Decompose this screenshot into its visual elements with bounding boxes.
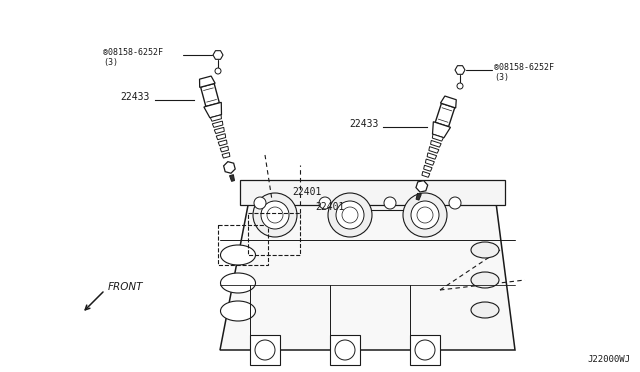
Polygon shape — [200, 76, 215, 87]
Ellipse shape — [221, 301, 255, 321]
Text: 22433: 22433 — [349, 119, 378, 129]
Polygon shape — [424, 165, 432, 171]
Text: ®08158-6252F
(3): ®08158-6252F (3) — [103, 48, 163, 67]
Polygon shape — [422, 171, 430, 177]
Polygon shape — [222, 153, 230, 158]
Circle shape — [342, 207, 358, 223]
Circle shape — [319, 197, 331, 209]
Polygon shape — [220, 146, 228, 152]
Polygon shape — [427, 153, 436, 159]
Polygon shape — [435, 103, 455, 127]
Ellipse shape — [471, 242, 499, 258]
Polygon shape — [213, 51, 223, 59]
Ellipse shape — [471, 272, 499, 288]
Circle shape — [328, 193, 372, 237]
Polygon shape — [455, 66, 465, 74]
Polygon shape — [214, 127, 224, 134]
Circle shape — [411, 201, 439, 229]
Text: FRONT: FRONT — [108, 282, 143, 292]
Circle shape — [449, 197, 461, 209]
Circle shape — [384, 197, 396, 209]
Polygon shape — [201, 84, 220, 106]
Bar — [410, 335, 440, 365]
Polygon shape — [223, 162, 236, 173]
Bar — [240, 180, 505, 205]
Polygon shape — [433, 122, 451, 138]
Text: 22401: 22401 — [315, 202, 344, 212]
Circle shape — [254, 197, 266, 209]
Circle shape — [253, 193, 297, 237]
Polygon shape — [432, 134, 444, 141]
Polygon shape — [416, 193, 421, 200]
Polygon shape — [220, 195, 515, 350]
Polygon shape — [416, 181, 428, 192]
Ellipse shape — [221, 273, 255, 293]
Bar — [218, 225, 268, 265]
Bar — [330, 335, 360, 365]
Circle shape — [457, 83, 463, 89]
Polygon shape — [431, 141, 441, 147]
Text: J22000WJ: J22000WJ — [587, 355, 630, 364]
Polygon shape — [429, 147, 439, 153]
Circle shape — [261, 201, 289, 229]
Circle shape — [335, 340, 355, 360]
Text: ®08158-6252F
(3): ®08158-6252F (3) — [494, 63, 554, 83]
Circle shape — [215, 68, 221, 74]
Circle shape — [415, 340, 435, 360]
Circle shape — [417, 207, 433, 223]
Polygon shape — [211, 115, 221, 121]
Ellipse shape — [221, 245, 255, 265]
Text: 22433: 22433 — [120, 92, 149, 102]
Circle shape — [336, 201, 364, 229]
Polygon shape — [212, 121, 223, 127]
Polygon shape — [440, 96, 456, 108]
Circle shape — [403, 193, 447, 237]
Polygon shape — [216, 134, 226, 140]
Text: 22401: 22401 — [292, 187, 321, 197]
Polygon shape — [204, 102, 221, 118]
Polygon shape — [426, 159, 435, 165]
Circle shape — [267, 207, 283, 223]
Circle shape — [255, 340, 275, 360]
Polygon shape — [218, 140, 227, 146]
Ellipse shape — [471, 302, 499, 318]
Polygon shape — [230, 175, 234, 182]
Bar — [250, 335, 280, 365]
Bar — [248, 213, 300, 255]
